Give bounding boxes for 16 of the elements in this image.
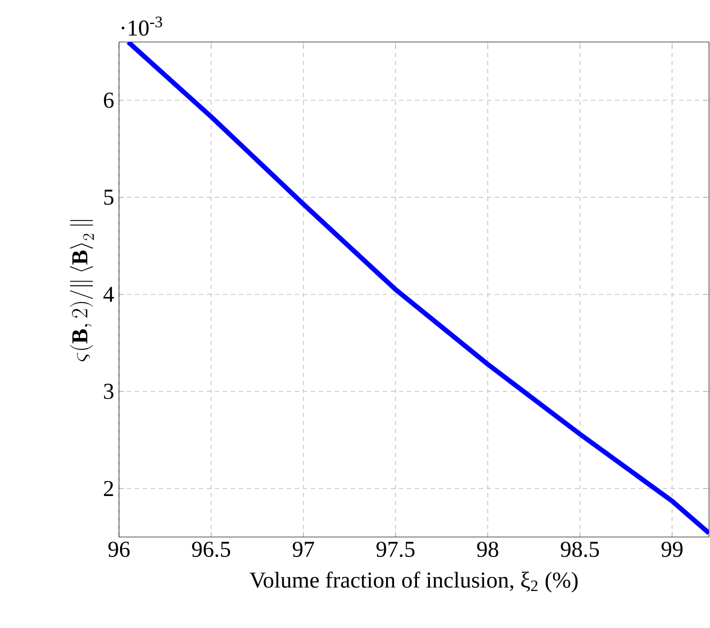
line-series (126, 42, 710, 536)
y-tick-label: 6 (104, 92, 114, 108)
y-tick-label: 2 (104, 480, 114, 496)
x-tick-label: 99 (662, 542, 683, 557)
y-axis-title: $\varsigma(\mathbf{B},2)/\|\left\langle\mathbf{B}\right\rangle_2\|$ (70, 220, 94, 362)
x-tick-label: 97 (292, 542, 314, 557)
x-tick-label: 96 (108, 542, 130, 557)
y-tick-label: 5 (104, 190, 114, 205)
x-tick-label: 96.5 (192, 542, 230, 558)
y-tick-label: 4 (103, 286, 114, 302)
x-tick-label: 97.5 (376, 542, 415, 558)
y-tick-label: 3 (104, 384, 114, 400)
x-axis-title: Volume fraction of inclusion, ξ$_{2}$ (%) (250, 572, 578, 592)
x-tick-label: 98 (477, 542, 498, 558)
text: ·10$^{-3}$ (122, 16, 162, 36)
x-tick-label: 98.5 (560, 542, 599, 558)
